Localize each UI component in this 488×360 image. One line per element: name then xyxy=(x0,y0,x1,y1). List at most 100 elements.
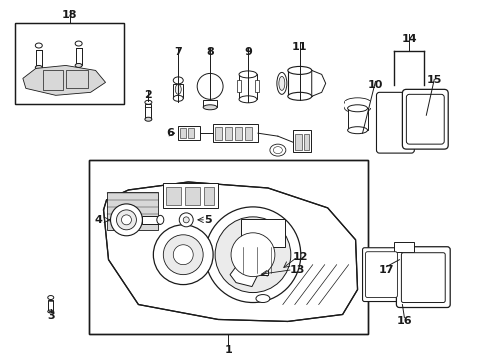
Bar xyxy=(48,300,53,311)
Circle shape xyxy=(116,210,136,230)
Circle shape xyxy=(110,204,142,236)
Bar xyxy=(203,187,214,205)
Bar xyxy=(76,48,81,66)
Text: 5: 5 xyxy=(204,215,211,225)
Bar xyxy=(239,75,256,99)
Bar xyxy=(180,128,186,138)
Ellipse shape xyxy=(344,98,370,107)
Polygon shape xyxy=(311,71,325,96)
Bar xyxy=(235,127,242,140)
Bar xyxy=(42,71,62,90)
Text: 13: 13 xyxy=(289,265,305,275)
Ellipse shape xyxy=(35,43,42,48)
Bar xyxy=(188,128,194,138)
Text: 9: 9 xyxy=(244,48,251,58)
Circle shape xyxy=(197,73,223,99)
Ellipse shape xyxy=(48,310,54,313)
Bar xyxy=(344,101,370,108)
Circle shape xyxy=(153,225,213,285)
Circle shape xyxy=(230,233,274,276)
Bar xyxy=(89,161,366,333)
Ellipse shape xyxy=(144,117,152,121)
Ellipse shape xyxy=(239,96,256,103)
Bar xyxy=(88,160,367,334)
Bar xyxy=(88,160,367,334)
Bar xyxy=(292,130,310,152)
Ellipse shape xyxy=(278,76,285,90)
Bar xyxy=(15,23,124,104)
Bar xyxy=(394,242,413,252)
Ellipse shape xyxy=(173,77,183,84)
Bar xyxy=(36,50,41,67)
Polygon shape xyxy=(23,66,105,95)
Text: 8: 8 xyxy=(206,48,214,58)
Bar xyxy=(258,251,267,275)
FancyBboxPatch shape xyxy=(396,247,449,307)
Bar xyxy=(254,80,259,92)
Text: 18: 18 xyxy=(62,10,77,20)
Bar xyxy=(244,127,251,140)
Text: 6: 6 xyxy=(166,128,174,138)
Ellipse shape xyxy=(239,71,256,78)
Circle shape xyxy=(205,207,300,302)
Text: 11: 11 xyxy=(291,41,307,51)
Ellipse shape xyxy=(344,104,370,113)
Bar xyxy=(166,187,181,205)
Bar xyxy=(173,84,183,98)
Bar xyxy=(106,192,158,230)
Circle shape xyxy=(179,213,193,227)
Bar xyxy=(347,108,367,130)
Bar xyxy=(287,71,311,96)
Ellipse shape xyxy=(347,105,367,112)
FancyBboxPatch shape xyxy=(365,252,397,298)
Bar xyxy=(15,23,124,104)
Bar xyxy=(142,216,160,224)
Text: 10: 10 xyxy=(367,80,383,90)
Circle shape xyxy=(183,217,189,223)
Text: 16: 16 xyxy=(396,316,411,327)
Circle shape xyxy=(173,245,193,265)
Bar xyxy=(65,71,87,88)
Ellipse shape xyxy=(75,63,82,67)
Text: 3: 3 xyxy=(47,311,55,321)
Text: 7: 7 xyxy=(174,48,182,58)
Text: 14: 14 xyxy=(401,33,416,44)
FancyBboxPatch shape xyxy=(362,248,401,302)
Ellipse shape xyxy=(75,41,82,46)
Ellipse shape xyxy=(35,66,42,69)
Bar xyxy=(215,127,222,140)
Text: 1: 1 xyxy=(224,345,231,355)
Bar xyxy=(145,104,151,119)
Bar xyxy=(294,134,301,150)
Ellipse shape xyxy=(173,95,183,101)
Bar xyxy=(203,100,217,107)
Ellipse shape xyxy=(273,147,282,154)
Bar xyxy=(241,219,285,247)
Bar xyxy=(178,126,200,140)
FancyBboxPatch shape xyxy=(406,94,443,144)
FancyBboxPatch shape xyxy=(376,92,413,153)
Text: 2: 2 xyxy=(144,90,152,100)
Text: 15: 15 xyxy=(426,75,441,85)
Text: 12: 12 xyxy=(292,252,308,262)
Ellipse shape xyxy=(48,296,54,300)
Text: 4: 4 xyxy=(95,215,102,225)
Ellipse shape xyxy=(269,144,285,156)
FancyBboxPatch shape xyxy=(402,89,447,149)
Ellipse shape xyxy=(203,105,217,110)
Ellipse shape xyxy=(276,72,286,94)
Ellipse shape xyxy=(144,100,152,104)
Ellipse shape xyxy=(157,215,163,224)
Circle shape xyxy=(215,217,290,293)
FancyBboxPatch shape xyxy=(401,253,444,302)
Bar xyxy=(237,80,241,92)
Bar xyxy=(185,187,200,205)
Ellipse shape xyxy=(175,84,181,94)
Text: 17: 17 xyxy=(378,265,393,275)
Circle shape xyxy=(163,235,203,275)
Polygon shape xyxy=(103,182,357,321)
Bar xyxy=(16,24,123,103)
Ellipse shape xyxy=(287,67,311,75)
Ellipse shape xyxy=(255,294,269,302)
Ellipse shape xyxy=(287,92,311,100)
